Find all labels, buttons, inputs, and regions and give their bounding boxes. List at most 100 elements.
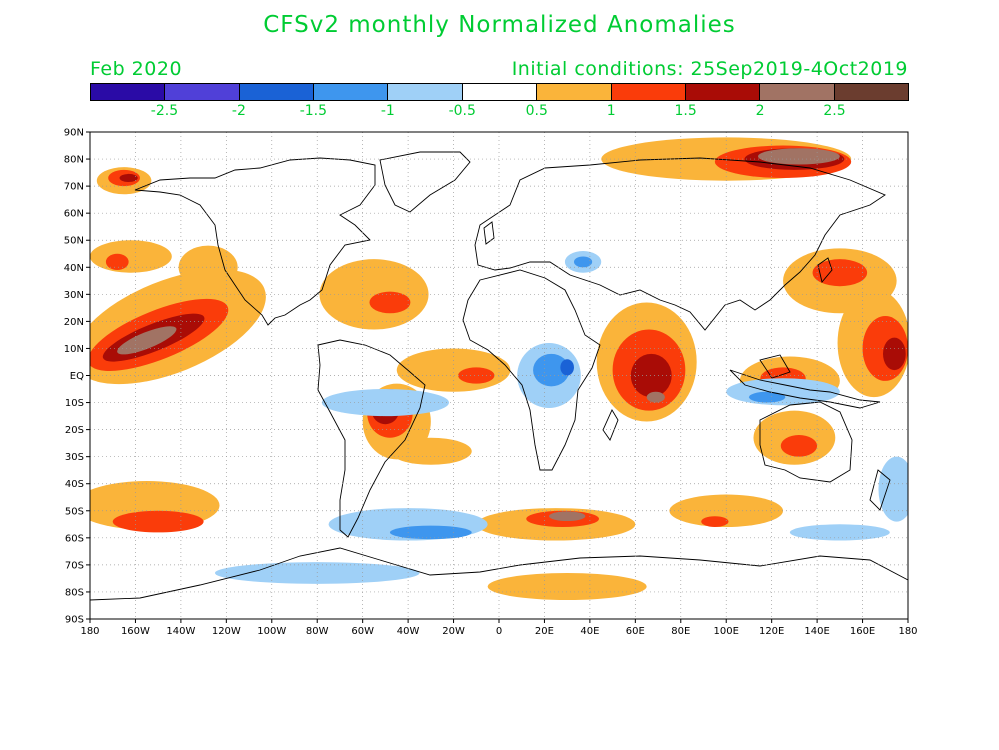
colorbar-swatch [834, 84, 908, 100]
lon-tick-label: 160E [850, 626, 875, 637]
colorbar-swatch [760, 84, 835, 100]
lat-tick-label: 70N [64, 182, 84, 193]
lat-tick-label: 20N [64, 317, 84, 328]
lon-tick-label: 140W [166, 626, 195, 637]
coastline-british-isles [483, 221, 495, 245]
lon-tick-label: 80W [306, 626, 329, 637]
lon-tick-label: 100E [714, 626, 739, 637]
colorbar-swatch [314, 84, 389, 100]
positive-anomaly-region [780, 435, 818, 457]
colorbar-tick-label: 1.5 [674, 103, 697, 119]
positive-anomaly-region [758, 148, 840, 165]
coastline-south-america [317, 339, 426, 538]
colorbar-swatch [388, 84, 463, 100]
lat-tick-label: 90S [65, 615, 84, 626]
valid-month: Feb 2020 [90, 58, 183, 80]
colorbar-swatch [611, 84, 686, 100]
coastline-new-zealand [869, 469, 891, 511]
negative-anomaly-region [321, 389, 450, 417]
colorbar-swatch [91, 84, 166, 100]
colorbar-tick-label: -2 [231, 103, 246, 119]
colorbar-tick-label: -1 [380, 103, 395, 119]
negative-anomaly-region [573, 256, 593, 268]
colorbar-tick-label: -2.5 [150, 103, 179, 119]
lon-tick-label: 160W [121, 626, 150, 637]
coastline-madagascar [602, 409, 619, 441]
positive-anomaly-region [389, 437, 472, 465]
graticule [90, 132, 908, 619]
negative-anomaly-region [389, 525, 472, 540]
colorbar-labels: -2.5 -2 -1.5 -1 -0.5 0.5 1 1.5 2 2.5 [90, 103, 909, 121]
positive-anomaly-region [105, 253, 129, 270]
lat-tick-label: 60N [64, 209, 84, 220]
lat-tick-label: 50N [64, 236, 84, 247]
colorbar-swatch [239, 84, 315, 100]
lon-tick-label: 120E [759, 626, 784, 637]
positive-anomaly-region [90, 240, 172, 273]
coastline-north-america [134, 157, 376, 326]
positive-anomaly-region [548, 511, 586, 522]
lon-tick-label: 140E [804, 626, 829, 637]
lon-tick-label: 40E [580, 626, 599, 637]
lon-tick-label: 20E [535, 626, 554, 637]
coastline-eurasia [474, 157, 886, 331]
colorbar-swatch [537, 84, 612, 100]
colorbar-swatch [685, 84, 761, 100]
coastline-indonesia [729, 369, 881, 409]
lat-tick-label: EQ [70, 371, 84, 382]
lon-tick-label: 120W [212, 626, 241, 637]
initial-conditions: Initial conditions: 25Sep2019-4Oct2019 [511, 58, 908, 80]
positive-anomaly-region [458, 367, 495, 384]
colorbar-tick-label: 2.5 [823, 103, 846, 119]
lon-tick-label: 180 [80, 626, 99, 637]
lat-tick-label: 70S [65, 560, 84, 571]
lon-tick-label: 40W [397, 626, 420, 637]
positive-anomaly-region [701, 516, 729, 528]
negative-anomaly-region [789, 524, 890, 541]
negative-anomaly-region [748, 391, 786, 403]
lat-tick-label: 80S [65, 587, 84, 598]
positive-anomaly-region [883, 337, 906, 371]
lat-tick-label: 50S [65, 506, 84, 517]
positive-anomaly-region [112, 510, 204, 533]
lat-tick-label: 20S [65, 425, 84, 436]
lat-tick-label: 80N [64, 155, 84, 166]
colorbar-tick-label: 1 [606, 103, 616, 119]
anomaly-fields [90, 137, 908, 601]
colorbar [90, 83, 909, 101]
lon-tick-label: 80E [671, 626, 690, 637]
colorbar-tick-label: -0.5 [448, 103, 476, 119]
colorbar-swatch [165, 84, 240, 100]
coastline-japan [817, 257, 833, 283]
lat-tick-label: 10N [64, 344, 84, 355]
lat-tick-label: 40N [64, 263, 84, 274]
coastline-greenland [379, 151, 471, 213]
positive-anomaly-region [487, 573, 647, 601]
lon-tick-label: 100W [257, 626, 286, 637]
lat-tick-label: 10S [65, 398, 84, 409]
positive-anomaly-region [630, 353, 672, 398]
positive-anomaly-region [646, 391, 665, 403]
negative-anomaly-region [878, 456, 908, 522]
coastline-africa [462, 269, 601, 471]
axis-ticks: 180 160W 140W 120W 100W 80W 60W 40W 20W 0 20E 40E 60… [64, 128, 918, 638]
positive-anomaly-region [178, 245, 238, 289]
lon-tick-label: 20W [442, 626, 465, 637]
lat-tick-label: 40S [65, 479, 84, 490]
colorbar-tick-label: 2 [755, 103, 765, 119]
coastline-antarctica [90, 547, 908, 601]
negative-anomaly-region [560, 359, 574, 376]
colorbar-tick-label: 0.5 [525, 103, 548, 119]
positive-anomaly-region [369, 291, 411, 314]
colorbar-tick-label: -1.5 [299, 103, 328, 119]
map-title: CFSv2 monthly Normalized Anomalies [263, 12, 736, 38]
lon-tick-label: 60W [351, 626, 374, 637]
positive-anomaly-region [117, 326, 177, 355]
colorbar-swatch [462, 84, 538, 100]
lat-tick-label: 60S [65, 533, 84, 544]
lon-tick-label: 0 [496, 626, 502, 637]
negative-anomaly-region [533, 353, 570, 387]
lat-tick-label: 90N [64, 128, 84, 139]
lon-tick-label: 180 [898, 626, 917, 637]
